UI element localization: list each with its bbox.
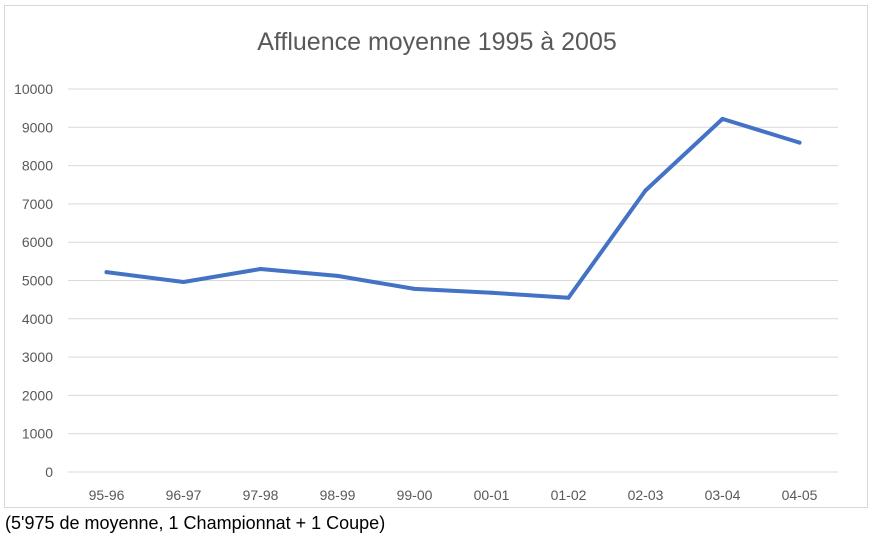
x-tick-label: 04-05 [782, 487, 818, 503]
data-point [181, 280, 186, 285]
data-point [104, 270, 109, 275]
y-tick-label: 7000 [22, 196, 53, 212]
x-tick-label: 96-97 [166, 487, 202, 503]
data-point [412, 286, 417, 291]
series-layer [104, 116, 802, 300]
data-point [489, 290, 494, 295]
y-tick-label: 0 [45, 464, 53, 480]
x-tick-label: 99-00 [397, 487, 433, 503]
data-point [643, 188, 648, 193]
data-point [720, 116, 725, 121]
x-tick-label: 00-01 [474, 487, 510, 503]
y-tick-label: 3000 [22, 349, 53, 365]
y-tick-label: 10000 [14, 81, 53, 97]
data-point [566, 295, 571, 300]
x-tick-label: 98-99 [320, 487, 356, 503]
data-point [797, 140, 802, 145]
y-tick-label: 1000 [22, 426, 53, 442]
y-tick-label: 2000 [22, 387, 53, 403]
data-point [258, 267, 263, 272]
y-tick-label: 5000 [22, 273, 53, 289]
data-point [335, 273, 340, 278]
x-tick-label: 03-04 [705, 487, 741, 503]
y-tick-label: 4000 [22, 311, 53, 327]
x-axis-ticks: 95-96 96-97 97-98 98-99 99-00 00-01 01-02 02-03… [89, 487, 818, 503]
x-tick-label: 02-03 [628, 487, 664, 503]
caption: (5'975 de moyenne, 1 Championnat + 1 Cou… [5, 513, 386, 533]
x-tick-label: 95-96 [89, 487, 125, 503]
y-axis-ticks: 0 1000 2000 3000 4000 5000 6000 7000 8000 9000 100… [14, 81, 53, 480]
x-tick-label: 97-98 [243, 487, 279, 503]
y-tick-label: 9000 [22, 119, 53, 135]
series-line [104, 116, 802, 300]
y-tick-label: 8000 [22, 158, 53, 174]
chart-title: Affluence moyenne 1995 à 2005 [257, 28, 617, 56]
y-tick-label: 6000 [22, 234, 53, 250]
x-tick-label: 01-02 [551, 487, 587, 503]
